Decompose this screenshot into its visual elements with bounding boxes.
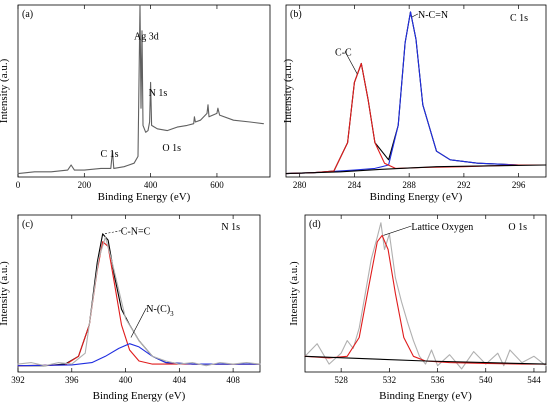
x-tick-label: 600 (210, 180, 224, 190)
series-line-d-1 (304, 234, 547, 365)
series-line-b-2 (285, 62, 547, 175)
panel-c: 392 396 400 404 408 (c) N 1s C-N=C N-(C)3 Binding… (0, 214, 261, 402)
plot-frame (17, 4, 271, 178)
x-tick-label: 288 (402, 180, 416, 190)
series-line-b-1 (285, 11, 547, 175)
y-axis-label: Intensity (a.u.) (288, 261, 300, 326)
series-line-c-0 (17, 233, 261, 367)
x-tick-label: 540 (479, 375, 493, 385)
peak-annotation: N-(C)3 (146, 304, 174, 318)
panel-a: 0 200 400 600 (a) Ag 3d N 1s C 1s O 1s Binding En… (0, 4, 271, 203)
panel-label: (a) (22, 9, 33, 20)
x-tick-label: 408 (226, 375, 240, 385)
annotation-arrow (411, 13, 419, 18)
x-tick-label: 392 (11, 375, 25, 385)
peak-annotation: O 1s (162, 143, 181, 154)
annotation-arrow (130, 307, 147, 338)
panel-label: (d) (309, 219, 321, 230)
annotation-arrow (344, 51, 358, 74)
x-axis-label: Binding Energy (eV) (93, 390, 186, 402)
x-tick-label: 200 (78, 180, 92, 190)
plot-frame (304, 214, 547, 373)
series-line-b-0 (285, 11, 547, 175)
y-axis-label: Intensity (a.u.) (282, 58, 294, 123)
x-tick-label: 296 (512, 180, 526, 190)
x-tick-label: 400 (144, 180, 158, 190)
x-tick-label: 544 (527, 375, 541, 385)
panel-title: C 1s (510, 13, 528, 24)
x-tick-label: 0 (16, 180, 21, 190)
x-tick-label: 404 (173, 375, 187, 385)
x-tick-label: 284 (348, 180, 362, 190)
series-line-d-2 (304, 355, 547, 365)
y-axis-label: Intensity (a.u.) (0, 261, 10, 326)
x-tick-label: 536 (431, 375, 445, 385)
x-tick-label: 528 (334, 375, 348, 385)
panel-label: (b) (290, 9, 302, 20)
peak-annotation: C-C (335, 47, 352, 58)
plot-frame (17, 214, 261, 373)
panel-b: 280 284 288 292 296 (b) C 1s C-C N-C=N Binding En… (282, 4, 547, 203)
x-axis-label: Binding Energy (eV) (379, 390, 472, 402)
series-line-b-3 (285, 164, 547, 175)
x-tick-label: 396 (65, 375, 79, 385)
annotation-arrow (103, 230, 121, 235)
x-tick-label: 400 (119, 375, 133, 385)
peak-annotation: C-N=C (121, 227, 151, 238)
x-tick-label: 292 (457, 180, 471, 190)
peak-annotation: Ag 3d (134, 31, 159, 42)
peak-annotation: C 1s (101, 149, 119, 160)
y-axis-label: Intensity (a.u.) (0, 58, 10, 123)
panel-label: (c) (22, 219, 33, 230)
panel-title: O 1s (508, 222, 527, 233)
panel-title: N 1s (221, 222, 240, 233)
x-tick-label: 280 (293, 180, 307, 190)
annotation-arrow (383, 225, 412, 236)
x-axis-label: Binding Energy (eV) (98, 191, 191, 203)
x-axis-label: Binding Energy (eV) (370, 191, 463, 203)
peak-annotation: N 1s (149, 88, 168, 99)
series-line-c-2 (17, 343, 261, 367)
series-line-d-0 (304, 222, 547, 370)
x-tick-label: 532 (383, 375, 397, 385)
series-line-a-0 (17, 4, 264, 175)
series-line-c-3 (17, 236, 261, 367)
panel-d: 528 532 536 540 544 (d) O 1s Lattice Oxygen Bind… (288, 214, 547, 402)
peak-annotation: N-C=N (418, 10, 448, 21)
peak-annotation: Lattice Oxygen (411, 222, 473, 233)
plot-frame (285, 4, 547, 178)
